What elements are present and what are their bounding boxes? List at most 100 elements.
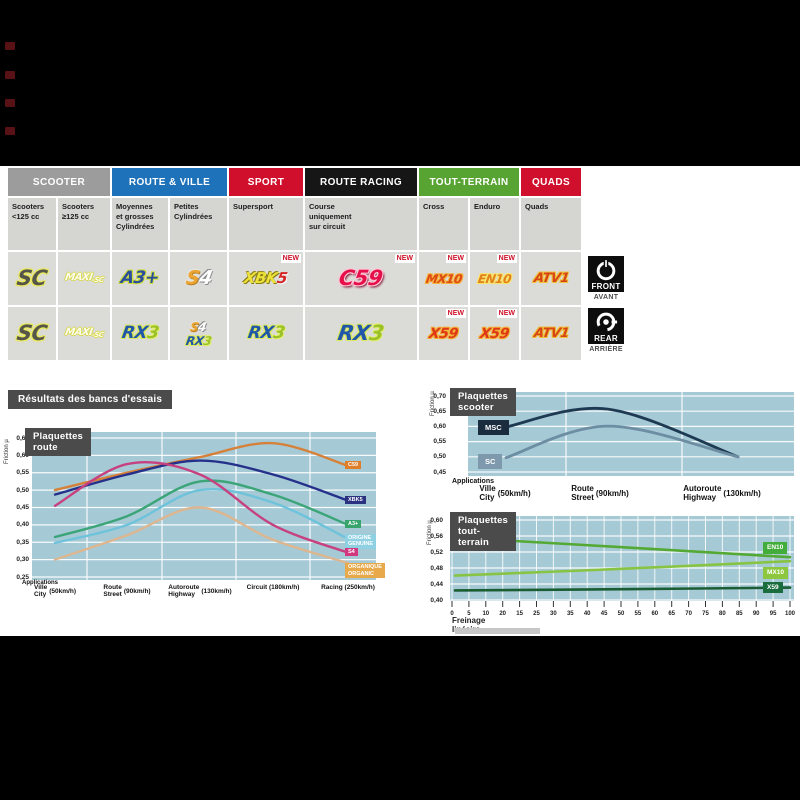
- logo-part: RX: [184, 333, 205, 348]
- logo-part: -SC: [90, 331, 104, 339]
- subcategory-line: et grosses: [116, 211, 154, 221]
- subcategory-line: sur circuit: [309, 221, 346, 231]
- legend-ORIGINE: ORIGINE GENUINE: [345, 533, 377, 549]
- subcategory-line: Petites: [174, 202, 199, 211]
- new-badge: NEW: [445, 309, 466, 318]
- subcategory-line: Cross: [423, 202, 445, 211]
- legend-X59: X59: [763, 581, 783, 594]
- logo-part: 3: [367, 321, 386, 345]
- category-fr: Ville: [34, 584, 48, 591]
- product-cell: RX3: [305, 307, 417, 360]
- product-logo: EN10: [476, 271, 513, 286]
- y-tick-label: 0,55: [433, 438, 446, 446]
- x-tick-label: 65: [668, 611, 675, 617]
- x-tick-label: 70: [685, 611, 692, 617]
- category-bilingual: Ville City: [34, 584, 47, 599]
- x-tick-label: 60: [651, 611, 658, 617]
- page-edge-tab: [5, 127, 15, 135]
- page-edge-tab: [5, 42, 15, 50]
- product-cell: MAXI-SC: [58, 307, 110, 360]
- y-tick-label: 0,50: [16, 486, 29, 494]
- category-label: Circuit (180km/h): [246, 584, 300, 591]
- logo-part: MAXI: [63, 272, 93, 283]
- y-tick-label: 0,70: [433, 392, 446, 400]
- y-tick-label: 0,40: [430, 596, 443, 604]
- y-tick-label: 0,45: [16, 504, 29, 511]
- new-badge: NEW: [394, 254, 415, 263]
- y-tick-label: 0,40: [16, 521, 29, 529]
- chart-title: Plaquettes route: [25, 428, 92, 456]
- category-bilingual: Route Street: [571, 484, 594, 502]
- logo-part: 4: [197, 267, 214, 289]
- y-tick-label: 0,60: [16, 451, 29, 459]
- series-curve-MSC: [504, 406, 740, 459]
- legend-line: S4: [348, 548, 355, 555]
- subcategory-header: Petites Cylindrées: [170, 198, 227, 250]
- category-speed: (130km/h): [723, 488, 761, 498]
- logo-part: MAXI: [63, 327, 93, 338]
- x-category-label: Racing (250km/h): [293, 584, 403, 591]
- product-logo: MAXI-SC: [63, 327, 104, 339]
- product-logo: S4: [189, 320, 207, 334]
- category-speed: (50km/h): [49, 587, 76, 595]
- legend-MSC: MSC: [478, 420, 509, 435]
- category-en: City: [479, 493, 495, 503]
- x-tick-label: 15: [516, 611, 523, 617]
- subcategory-line: Cylindrées: [116, 221, 155, 231]
- series-curve-MX10: [453, 559, 792, 577]
- front-sublabel: AVANT: [593, 294, 619, 301]
- product-cell: NEW X59: [419, 307, 468, 360]
- series-curve-ORGANIQUE: [53, 506, 350, 565]
- product-cell: NEW XBK5: [229, 252, 303, 305]
- product-logo: RX3: [336, 321, 386, 345]
- chart-title: Plaquettes scooter: [450, 388, 517, 416]
- plot-area: [32, 432, 376, 580]
- plot-area: [468, 392, 794, 476]
- product-cell: A3+: [112, 252, 168, 305]
- product-cell: NEW EN10: [470, 252, 519, 305]
- logo-part: RX: [336, 321, 372, 345]
- x-tick-label: 90: [753, 611, 760, 617]
- subcategory-line: Cylindrées: [174, 211, 213, 221]
- x-tick-label: 100: [785, 611, 796, 617]
- rear-disc-icon: REAR: [588, 308, 624, 344]
- y-tick-label: 0,48: [430, 564, 443, 572]
- product-logo: XBK5: [243, 269, 289, 287]
- category-fr: Ville: [479, 484, 496, 493]
- x-tick-label: 30: [550, 611, 557, 617]
- rear-marker: REAR ARRIÈRE: [588, 308, 624, 353]
- category-speed: (90km/h): [123, 587, 151, 595]
- y-tick-label: 0,25: [16, 573, 29, 581]
- product-cell: S4: [170, 252, 227, 305]
- x-category-label: Ville City (50km/h): [0, 584, 110, 599]
- y-tick-label: 0,60: [433, 422, 446, 430]
- product-cell: RX3: [112, 307, 168, 360]
- section-title: Résultats des bancs d'essais: [8, 390, 173, 409]
- legend-line: MX10: [767, 569, 784, 577]
- y-tick-label: 0,60: [430, 516, 443, 524]
- legend-MX10: MX10: [763, 567, 788, 579]
- logo-part: -SC: [90, 276, 104, 284]
- subcategory-line: Scooters: [12, 202, 45, 211]
- category-fr: Autoroute: [168, 584, 200, 591]
- subcategory-line: uniquement: [309, 211, 352, 221]
- product-cell: S4 RX3: [170, 307, 227, 360]
- y-tick-label: 0,35: [16, 538, 29, 546]
- product-cell: NEW X59: [470, 307, 519, 360]
- product-logo: ATV1: [532, 326, 570, 341]
- legend-line: XBK5: [348, 496, 363, 503]
- product-logo: SC: [15, 266, 49, 290]
- category-header: SPORT: [229, 168, 303, 196]
- y-tick-label: 0,45: [433, 468, 446, 476]
- logo-part: XBK: [243, 269, 280, 287]
- y-tick-label: 0,55: [16, 469, 29, 477]
- page-edge-tab: [5, 99, 15, 107]
- subcategory-line: Scooters: [62, 202, 95, 211]
- subcategory-header: Enduro: [470, 198, 519, 250]
- subcategory-header: Scooters ≥125 cc: [58, 198, 110, 250]
- x-tick-label: 40: [584, 611, 591, 617]
- front-marker: FRONT AVANT: [588, 256, 624, 301]
- product-logo: MX10: [424, 271, 463, 286]
- series-curve-A3+: [53, 479, 350, 539]
- category-header: QUADS: [521, 168, 581, 196]
